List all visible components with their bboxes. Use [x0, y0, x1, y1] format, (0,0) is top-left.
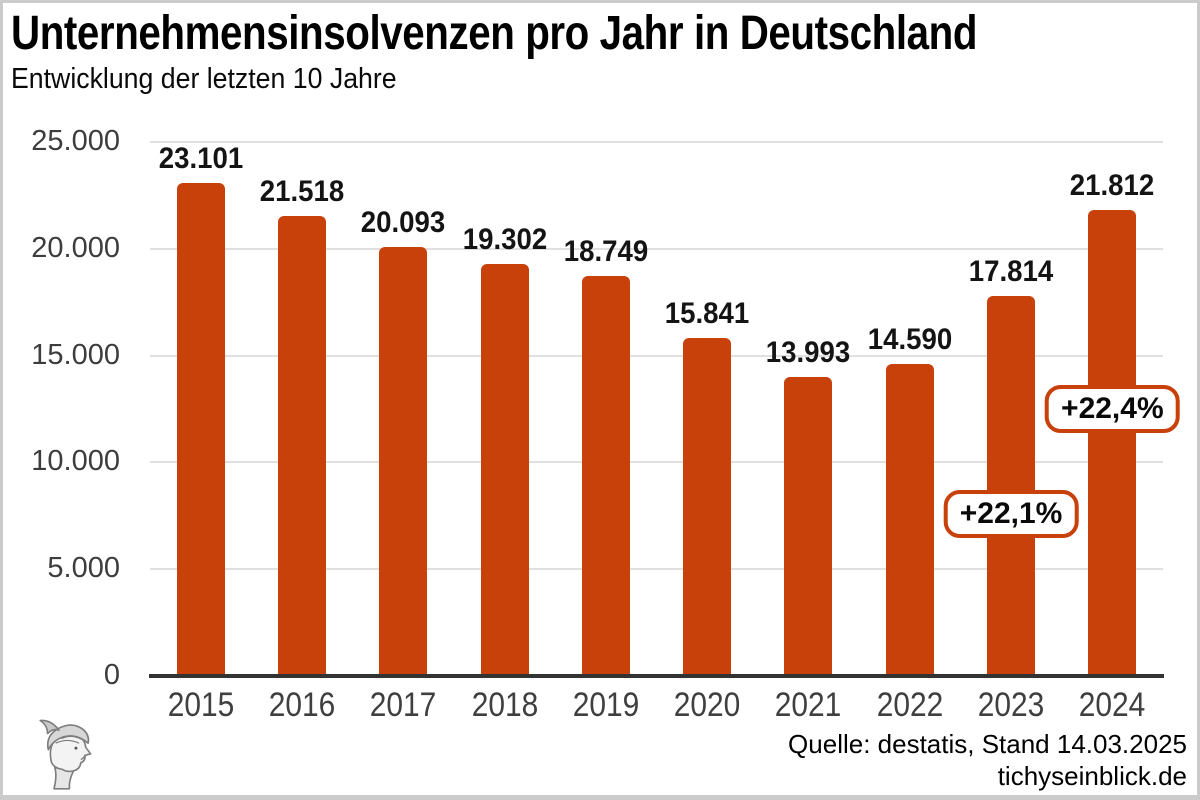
y-tick-label-10000: 10.000	[31, 445, 120, 478]
bar-value-label-2023: 17.814	[968, 254, 1054, 288]
plot-area: 23.101 21.518 20.093 19.302 18.749 15.841 13.9…	[149, 141, 1180, 678]
y-tick-label-0: 0	[103, 659, 120, 691]
y-tick-label-15000: 15.000	[31, 338, 120, 371]
chart-title: Unternehmensinsolvenzen pro Jahr in Deut…	[11, 7, 978, 60]
bar-value-label-2022: 14.590	[867, 323, 952, 357]
bar-value-label-2016: 21.518	[259, 175, 345, 209]
gridline-25000	[150, 141, 1163, 143]
x-tick-label-2021: 2021	[775, 686, 842, 724]
y-axis-labels: 0 5.000 10.000 15.000 20.000 25.000	[0, 125, 120, 691]
bar-2024	[1088, 210, 1137, 676]
bar-2021	[784, 377, 833, 676]
chart-subtitle: Entwicklung der letzten 10 Jahre	[11, 63, 397, 95]
bar-value-label-2021: 13.993	[766, 336, 851, 370]
y-tick-label-5000: 5.000	[47, 552, 120, 585]
x-tick-label-2020: 2020	[673, 686, 741, 724]
bar-value-label-2017: 20.093	[361, 205, 446, 239]
source-attribution: Quelle: destatis, Stand 14.03.2025 tichy…	[788, 728, 1187, 792]
bar-value-label-2019: 18.749	[563, 234, 649, 268]
bar-2019	[581, 275, 630, 676]
bar-value-label-2020: 15.841	[664, 296, 750, 330]
bar-2018	[480, 263, 529, 676]
x-axis-line	[149, 674, 1164, 678]
bar-2020	[683, 337, 732, 676]
gridline-15000	[150, 354, 1163, 357]
hermes-head-icon	[39, 719, 92, 790]
website-text: tichyseinblick.de	[997, 761, 1187, 791]
bar-2016	[277, 216, 326, 676]
bar-2023	[987, 295, 1036, 676]
logo-eye	[74, 746, 78, 750]
source-text: Quelle: destatis, Stand 14.03.2025	[788, 729, 1187, 759]
tichys-einblick-logo	[26, 714, 108, 792]
x-tick-label-2017: 2017	[369, 686, 437, 724]
bar-2022	[885, 364, 934, 676]
x-tick-label-2018: 2018	[471, 686, 538, 724]
x-tick-label-2024: 2024	[1079, 686, 1146, 724]
pct-change-badge-2024: +22,4%	[1045, 385, 1180, 433]
pct-change-badge-2023: +22,1%	[943, 490, 1079, 538]
x-tick-label-2019: 2019	[572, 686, 640, 724]
x-axis-labels: 2015 2016 2017 2018 2019 2020 2021 2022 2023 2024	[150, 686, 1163, 726]
x-tick-label-2023: 2023	[977, 686, 1045, 724]
bar-value-label-2024: 21.812	[1070, 169, 1155, 203]
bar-value-label-2018: 19.302	[462, 222, 547, 256]
x-tick-label-2015: 2015	[167, 686, 234, 724]
gridline-10000	[150, 461, 1163, 464]
x-tick-label-2016: 2016	[268, 686, 336, 724]
x-tick-label-2022: 2022	[876, 686, 944, 724]
gridline-5000	[150, 568, 1163, 571]
bar-2015	[176, 182, 225, 676]
gridline-20000	[150, 247, 1163, 250]
y-tick-label-20000: 20.000	[31, 231, 120, 264]
y-tick-label-25000: 25.000	[31, 125, 120, 157]
bar-2017	[379, 246, 428, 676]
bar-value-label-2015: 23.101	[158, 141, 243, 175]
